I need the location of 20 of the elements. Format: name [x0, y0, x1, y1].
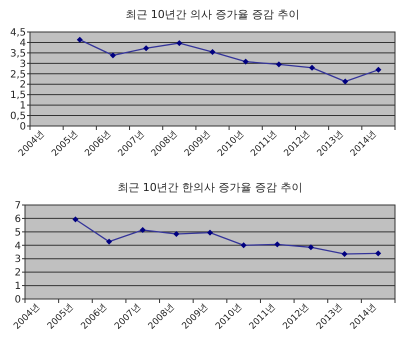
y-tick-label: 1	[20, 100, 26, 112]
y-tick-label: 3,5	[10, 48, 26, 60]
y-tick-label: 4	[14, 240, 21, 252]
y-tick-label: 2	[20, 80, 26, 91]
chart-title: 최근 10년간 의사 증가율 증감 추이	[125, 8, 300, 21]
y-tick-label: 2	[14, 268, 21, 279]
y-tick-label: 0	[20, 122, 26, 132]
chart-title: 최근 10년간 한의사 증가율 증감 추이	[117, 181, 303, 194]
y-tick-label: 2,5	[10, 69, 26, 80]
y-tick-label: 0	[14, 294, 21, 306]
y-tick-label: 6	[14, 214, 21, 225]
y-tick-label: 7	[14, 200, 21, 212]
y-tick-label: 0,5	[10, 111, 26, 122]
y-tick-label: 1,5	[10, 90, 26, 102]
y-tick-label: 4	[20, 38, 26, 49]
y-tick-label: 4,5	[10, 28, 26, 38]
y-tick-label: 1	[14, 281, 21, 292]
y-tick-label: 3	[20, 58, 26, 70]
y-tick-label: 5	[14, 227, 21, 238]
y-tick-label: 3	[14, 254, 21, 266]
